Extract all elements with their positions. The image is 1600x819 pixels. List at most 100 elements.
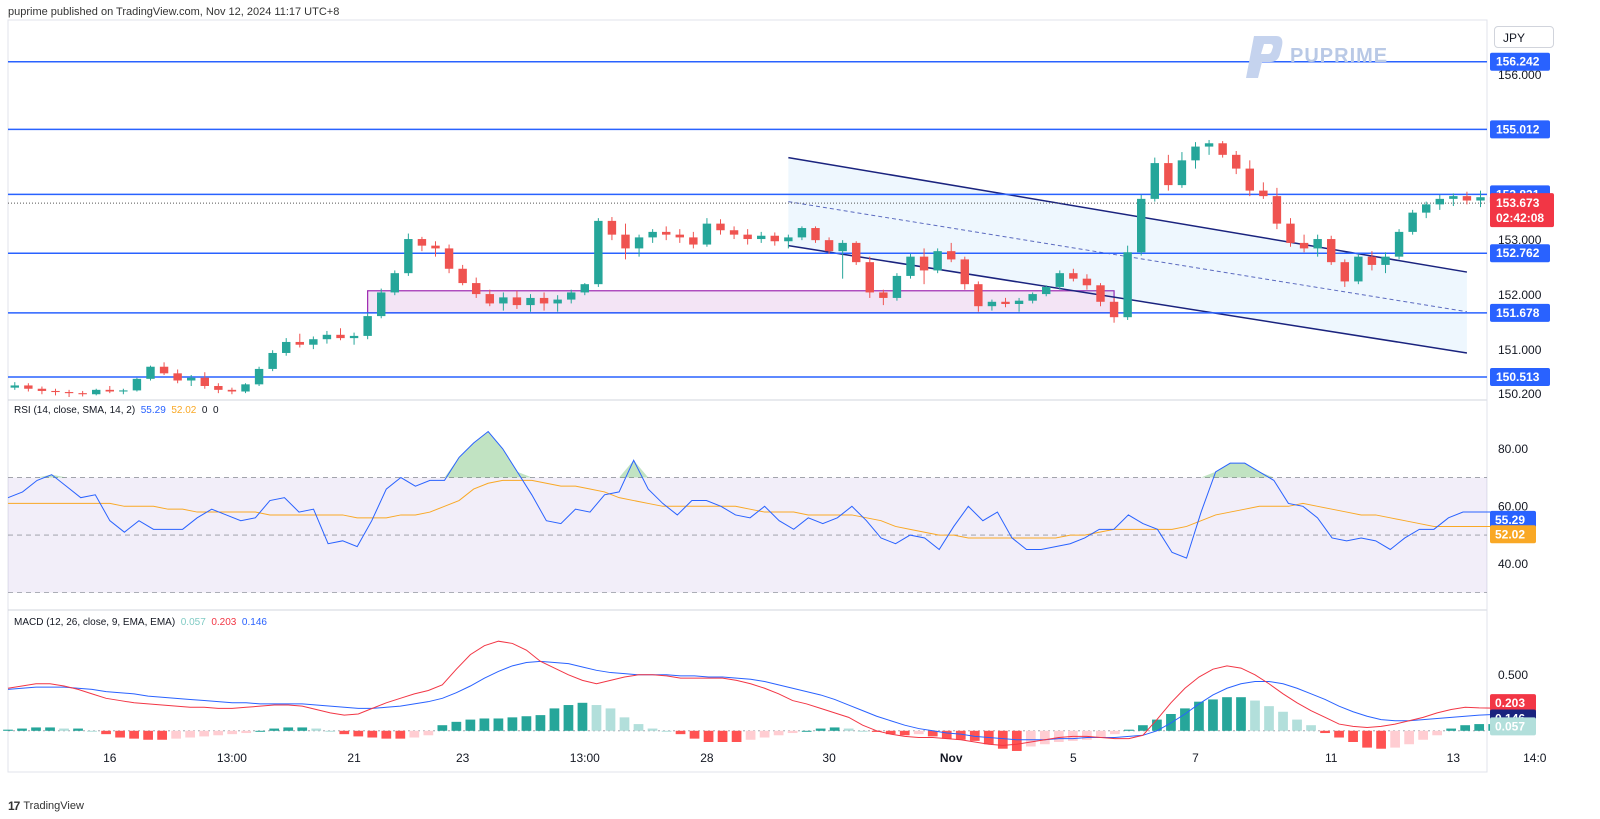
macd-histogram-bar — [1011, 730, 1022, 751]
candle-body — [702, 223, 712, 245]
macd-histogram-bar — [1236, 697, 1246, 731]
candle-body — [92, 389, 101, 395]
footer: 17 TradingView — [8, 799, 84, 813]
candle-body — [1164, 163, 1173, 186]
candle-body — [458, 268, 467, 284]
candle-body — [444, 248, 454, 269]
rsi-ma-tag — [1490, 525, 1536, 544]
macd-histogram-bar — [801, 730, 812, 732]
macd-histogram-bar — [535, 715, 546, 731]
candle-body — [1381, 256, 1390, 265]
candle-body — [865, 262, 874, 293]
candle-body — [1082, 278, 1092, 286]
macd-histogram-bar — [1446, 728, 1457, 731]
price-tick-label: 150.200 — [1498, 387, 1542, 401]
x-tick-label: 13:00 — [217, 751, 247, 765]
candle-body — [10, 385, 19, 388]
macd-histogram-bar — [241, 730, 252, 734]
macd-histogram-bar — [1124, 729, 1134, 731]
macd-histogram-bar — [1039, 730, 1050, 745]
rsi-pane — [7, 430, 1522, 594]
macd-histogram-bar — [1208, 699, 1218, 731]
macd-histogram-bar — [101, 730, 111, 735]
macd-histogram-bar — [3, 729, 13, 731]
macd-histogram-bar — [1138, 725, 1148, 731]
macd-histogram-bar — [1474, 724, 1485, 731]
candle-body — [1476, 197, 1485, 201]
macd-pane — [3, 640, 1527, 751]
macd-title: MACD (12, 26, close, 9, EMA, EMA) — [14, 617, 176, 628]
macd-histogram-bar — [605, 708, 616, 731]
candle-body — [594, 220, 603, 285]
candle-body — [892, 275, 902, 298]
candle-body — [1435, 198, 1444, 205]
candle-body — [838, 242, 847, 252]
macd-histogram-bar — [1390, 730, 1400, 748]
price-tick-label: 151.000 — [1498, 343, 1542, 357]
y-axis: 156.000 153.000 152.000 151.000 150.200 156.2… — [1490, 52, 1554, 736]
macd-histogram-bar — [213, 730, 224, 736]
x-tick-label: 28 — [700, 751, 714, 765]
price-level-tag — [1490, 244, 1550, 263]
macd-histogram-bar — [143, 730, 153, 740]
candle-body — [187, 377, 196, 381]
macd-histogram-bar — [1404, 730, 1414, 745]
current-price-tag — [1490, 193, 1554, 228]
macd-histogram-bar — [171, 730, 181, 739]
candle-body — [974, 284, 983, 307]
candle-body — [173, 373, 182, 381]
currency-button[interactable]: JPY — [1494, 26, 1554, 48]
candle-body — [1449, 196, 1458, 199]
macd-histogram-bar — [731, 730, 742, 742]
macd-histogram-bar — [717, 730, 728, 742]
macd-histogram-bar — [885, 730, 896, 735]
macd-hist-value: 0.057 — [180, 617, 206, 628]
x-tick-label: 13:00 — [570, 751, 600, 765]
candle-body — [553, 299, 562, 304]
candle-body — [1109, 301, 1119, 318]
macd-histogram-bar — [381, 730, 392, 739]
candle-body — [1422, 204, 1431, 213]
x-tick-label: 21 — [347, 751, 361, 765]
candle-body — [634, 237, 644, 249]
rsi-ma-value: 52.02 — [171, 405, 197, 416]
candle-body — [539, 297, 549, 304]
candle-body — [254, 368, 264, 385]
macd-histogram-bar — [577, 702, 588, 731]
macd-histogram-bar — [1278, 711, 1288, 731]
candle-body — [824, 240, 834, 252]
macd-histogram-bar — [1067, 730, 1078, 741]
macd-histogram-bar — [269, 728, 280, 731]
macd-histogram-bar — [773, 730, 784, 736]
macd-histogram-bar — [969, 730, 980, 741]
price-tick-label: 153.000 — [1498, 233, 1542, 247]
published-info: puprime published on TradingView.com, No… — [8, 6, 340, 18]
candle-body — [1272, 196, 1282, 224]
candle-body — [1001, 301, 1010, 304]
macd-histogram-bar — [1096, 730, 1106, 738]
macd-histogram-bar — [899, 730, 910, 736]
macd-histogram-bar — [1320, 730, 1330, 734]
candle-body — [607, 220, 617, 235]
candle-body — [960, 259, 969, 285]
price-level-label: 156.242 — [1496, 55, 1540, 69]
candle-body — [417, 239, 427, 246]
candle-body — [1069, 273, 1078, 279]
candle-body — [1123, 252, 1132, 318]
rsi-value-tag — [1490, 510, 1536, 529]
macd-histogram-bar — [437, 725, 448, 731]
macd-histogram-bar — [367, 730, 378, 738]
candle-body — [1408, 212, 1417, 232]
candle-body — [1137, 198, 1146, 253]
x-tick-label: 13 — [1447, 751, 1461, 765]
candle-body — [797, 228, 807, 238]
macd-histogram-bar — [1082, 730, 1092, 740]
macd-histogram-bar — [787, 730, 798, 734]
macd-histogram-bar — [479, 718, 490, 731]
candle-body — [404, 239, 413, 274]
candle-body — [1177, 160, 1187, 186]
candle-body — [1096, 285, 1105, 302]
rsi-legend: RSI (14, close, SMA, 14, 2) 55.29 52.02 … — [14, 405, 219, 416]
candle-body — [906, 256, 915, 276]
candle-body — [390, 273, 399, 293]
